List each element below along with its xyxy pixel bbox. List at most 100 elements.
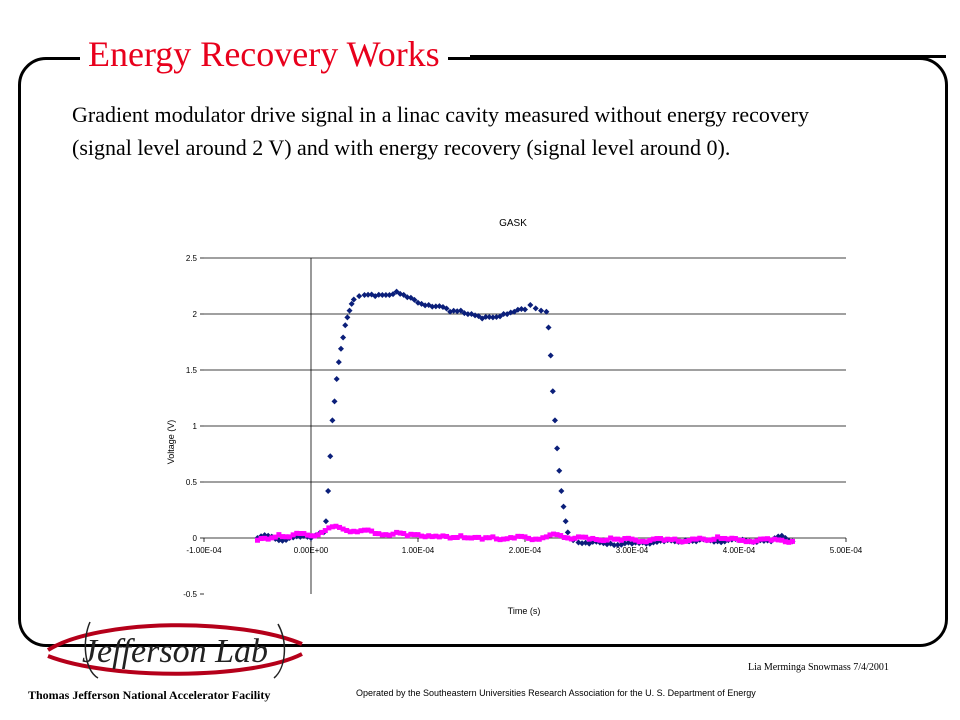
data-point: [786, 539, 792, 545]
data-point: [354, 529, 360, 535]
data-point: [654, 536, 660, 542]
data-point: [315, 532, 321, 538]
data-point: [543, 308, 550, 315]
data-point: [386, 532, 392, 538]
data-point: [593, 536, 599, 542]
data-point: [436, 534, 442, 540]
data-point: [369, 528, 375, 534]
data-point: [408, 531, 414, 537]
data-point: [779, 537, 785, 543]
data-point: [579, 540, 586, 547]
data-point: [479, 536, 485, 542]
series-0: [254, 288, 796, 549]
data-point: [287, 534, 293, 540]
data-point: [611, 542, 618, 549]
data-point: [379, 292, 386, 299]
data-point: [618, 541, 625, 548]
data-point: [333, 375, 340, 382]
data-point: [269, 535, 275, 541]
data-point: [522, 534, 528, 540]
data-point: [497, 313, 504, 320]
data-point: [622, 536, 628, 542]
y-tick-label: 2.5: [186, 254, 198, 263]
data-point: [344, 527, 350, 533]
data-point: [597, 537, 603, 543]
data-point: [562, 518, 569, 525]
data-point: [790, 538, 795, 544]
data-point: [511, 535, 517, 541]
x-tick-label: -1.00E-04: [186, 546, 222, 555]
data-point: [668, 537, 674, 543]
data-point: [782, 535, 789, 542]
data-point: [265, 536, 271, 542]
data-point: [690, 536, 696, 542]
data-point: [457, 307, 464, 314]
data-point: [379, 532, 385, 538]
data-point: [450, 307, 457, 314]
data-point: [394, 529, 400, 535]
data-point: [549, 388, 556, 395]
data-point: [750, 539, 756, 545]
data-point: [258, 536, 264, 542]
data-point: [704, 537, 710, 543]
data-point: [743, 539, 749, 545]
data-point: [444, 533, 450, 539]
data-point: [469, 535, 474, 541]
data-point: [404, 294, 411, 301]
data-point: [629, 536, 635, 542]
data-point: [757, 536, 763, 542]
data-point: [556, 467, 563, 474]
data-point: [426, 533, 432, 539]
data-point: [340, 334, 347, 341]
data-point: [465, 535, 471, 541]
data-point: [358, 528, 364, 534]
data-point: [322, 518, 329, 525]
data-point: [331, 398, 338, 405]
data-point: [547, 532, 553, 538]
data-point: [312, 533, 318, 539]
data-point: [346, 307, 353, 314]
data-point: [547, 352, 554, 359]
data-point: [283, 534, 289, 540]
data-point: [327, 453, 334, 460]
data-point: [611, 536, 617, 542]
data-point: [564, 529, 571, 536]
data-point: [536, 536, 542, 542]
y-tick-label: 2: [193, 310, 198, 319]
data-point: [422, 534, 428, 540]
footer-organization: Thomas Jefferson National Accelerator Fa…: [28, 688, 271, 702]
data-point: [329, 524, 335, 530]
x-tick-label: 5.00E-04: [830, 546, 863, 555]
slide-title: Energy Recovery Works: [80, 32, 448, 76]
footer-operator: Operated by the Southeastern Universitie…: [356, 688, 756, 698]
data-point: [340, 526, 346, 532]
data-point: [432, 303, 439, 310]
data-point: [772, 536, 778, 542]
data-point: [732, 536, 738, 542]
data-point: [362, 527, 367, 533]
data-point: [390, 291, 397, 298]
data-point: [308, 533, 314, 539]
data-point: [711, 536, 717, 542]
data-point: [658, 536, 664, 542]
chart-axes: -0.5 0 0.5 1 1.5 2 2.5 -1.00E-04 0.00E+00 1.00E-0…: [183, 254, 863, 599]
y-tick-label: 0: [193, 534, 198, 543]
data-point: [533, 536, 539, 542]
data-point: [707, 537, 713, 543]
data-point: [647, 537, 653, 543]
data-point: [356, 293, 363, 300]
data-point: [604, 537, 610, 543]
data-point: [508, 535, 514, 541]
data-point: [351, 528, 357, 534]
data-point: [440, 533, 446, 539]
data-point: [447, 535, 453, 541]
data-point: [325, 487, 332, 494]
data-point: [551, 417, 558, 424]
data-point: [700, 536, 706, 542]
data-point: [451, 535, 457, 541]
data-point: [372, 531, 378, 537]
data-point: [464, 311, 471, 318]
data-point: [736, 537, 742, 543]
data-point: [415, 532, 421, 538]
data-point: [443, 305, 450, 312]
